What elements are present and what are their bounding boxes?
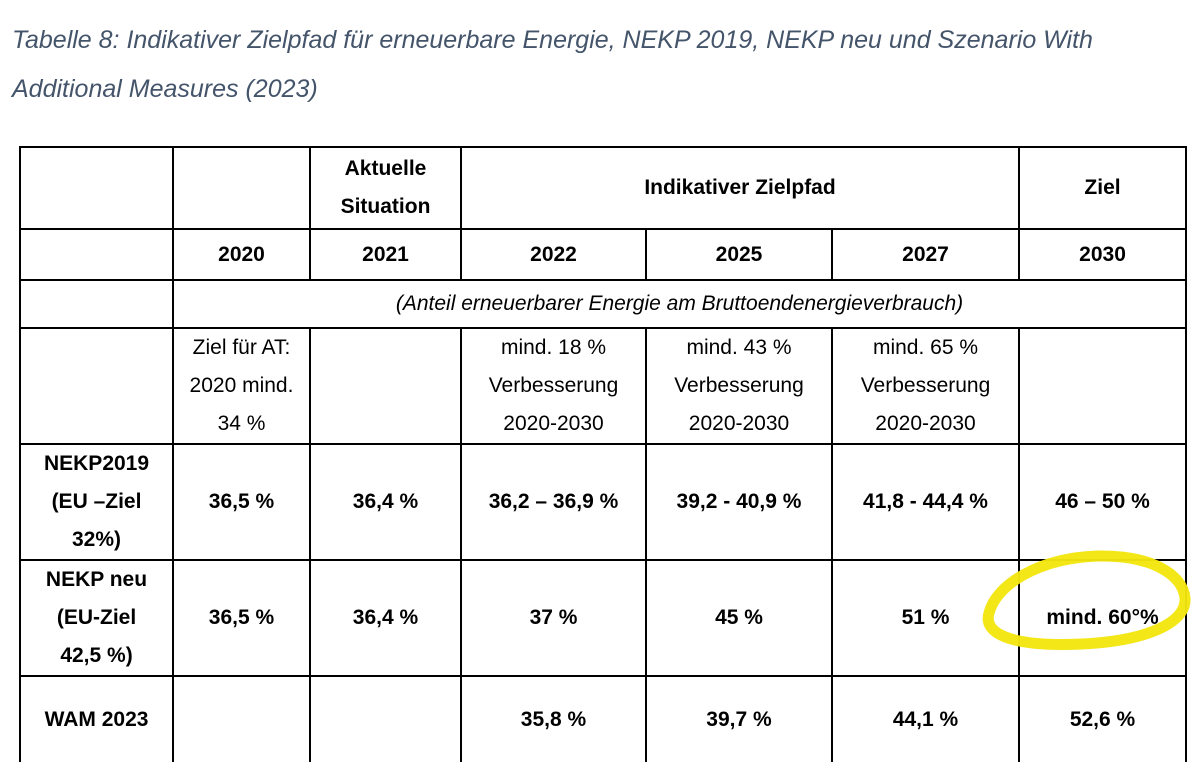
- year-2027: 2027: [830, 228, 1021, 281]
- note-anteil-erneuerbarer: (Anteil erneuerbarer Energie am Bruttoen…: [171, 279, 1188, 329]
- targets-row: Ziel für AT: 2020 mind. 34 % mind. 18 % …: [19, 327, 1188, 445]
- nekp2019-2021: 36,4 %: [309, 443, 462, 561]
- cell-empty-above-2020: [172, 146, 311, 230]
- year-2025: 2025: [645, 228, 833, 281]
- cell-empty-label: [19, 228, 174, 281]
- nekp2019-2030: 46 – 50 %: [1018, 443, 1188, 561]
- nekpneu-2021: 36,4 %: [309, 559, 462, 677]
- wam-2027: 44,1 %: [830, 675, 1021, 762]
- row-label-nekp2019: NEKP2019 (EU –Ziel 32%): [19, 443, 174, 561]
- row-nekp-neu: NEKP neu (EU-Ziel 42,5 %) 36,5 % 36,4 % …: [19, 559, 1188, 677]
- cell-empty-2030: [1018, 327, 1188, 445]
- header-aktuelle-situation: Aktuelle Situation: [309, 146, 462, 230]
- ziel-table: Aktuelle Situation Indikativer Zielpfad …: [19, 146, 1188, 762]
- wam-2025: 39,7 %: [645, 675, 833, 762]
- year-2020: 2020: [172, 228, 311, 281]
- nekpneu-2025: 45 %: [645, 559, 833, 677]
- row-wam-2023: WAM 2023 35,8 % 39,7 % 44,1 % 52,6 %: [19, 675, 1188, 762]
- target-at-2020: Ziel für AT: 2020 mind. 34 %: [172, 327, 311, 445]
- target-2027: mind. 65 % Verbesserung 2020-2030: [830, 327, 1021, 445]
- nekpneu-2030-highlighted: mind. 60°%: [1018, 559, 1188, 677]
- nekp2019-2022: 36,2 – 36,9 %: [460, 443, 647, 561]
- target-2025: mind. 43 % Verbesserung 2020-2030: [645, 327, 833, 445]
- nekp2019-2020: 36,5 %: [172, 443, 311, 561]
- header-indikativer-zielpfad: Indikativer Zielpfad: [459, 146, 1021, 230]
- nekp2019-2027: 41,8 - 44,4 %: [830, 443, 1021, 561]
- nekpneu-2022: 37 %: [460, 559, 647, 677]
- year-2030: 2030: [1018, 228, 1188, 281]
- row-nekp2019: NEKP2019 (EU –Ziel 32%) 36,5 % 36,4 % 36…: [19, 443, 1188, 561]
- nekpneu-2027: 51 %: [830, 559, 1021, 677]
- wam-2020: [172, 675, 311, 762]
- nekpneu-2020: 36,5 %: [172, 559, 311, 677]
- header-ziel: Ziel: [1018, 146, 1188, 230]
- cell-empty-label: [19, 279, 174, 329]
- row-label-wam-2023: WAM 2023: [19, 675, 174, 762]
- nekp2019-2025: 39,2 - 40,9 %: [645, 443, 833, 561]
- wam-2030: 52,6 %: [1018, 675, 1188, 762]
- note-row: (Anteil erneuerbarer Energie am Bruttoen…: [19, 279, 1188, 329]
- header-row-groups: Aktuelle Situation Indikativer Zielpfad …: [19, 146, 1188, 230]
- cell-empty-corner: [19, 146, 174, 230]
- wam-2022: 35,8 %: [460, 675, 647, 762]
- cell-empty-label: [19, 327, 174, 445]
- table-caption: Tabelle 8: Indikativer Zielpfad für erne…: [12, 26, 1093, 103]
- header-row-years: 2020 2021 2022 2025 2027 2030: [19, 228, 1188, 281]
- target-2022: mind. 18 % Verbesserung 2020-2030: [460, 327, 647, 445]
- cell-empty-2021: [309, 327, 462, 445]
- row-label-nekp-neu: NEKP neu (EU-Ziel 42,5 %): [19, 559, 174, 677]
- year-2022: 2022: [460, 228, 647, 281]
- wam-2021: [309, 675, 462, 762]
- year-2021: 2021: [309, 228, 462, 281]
